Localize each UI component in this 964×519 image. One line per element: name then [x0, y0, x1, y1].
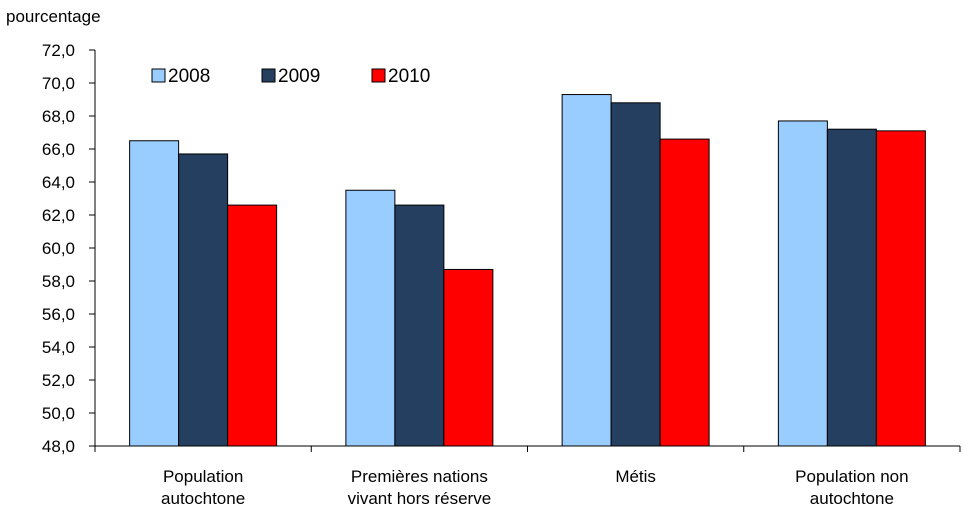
legend-label-2008: 2008	[168, 66, 210, 87]
legend-swatch-2009	[261, 68, 276, 83]
y-ticks: 48,0 50,0 52,0 54,0 56,0 58,0 60,0 62,0 64,0 66,0…	[42, 41, 95, 456]
bar-2010-0	[227, 204, 278, 447]
y-tick-label-10: 68,0	[42, 107, 75, 126]
bar-2008-0	[129, 140, 180, 447]
bar-2009-2	[610, 102, 661, 447]
bar-2009-0	[178, 153, 229, 447]
bar-2010-2	[659, 138, 710, 447]
bar-2008-2	[561, 94, 612, 447]
legend-swatch-2010	[371, 68, 386, 83]
bar-2009-3	[826, 128, 877, 447]
bar-2010-1	[443, 268, 494, 447]
y-axis-label: pourcentage	[6, 7, 101, 26]
bar-2009-1	[394, 204, 445, 447]
x-tick-label-3: Population non autochtone	[795, 467, 908, 508]
bar-2008-1	[345, 189, 396, 447]
y-tick-label-7: 62,0	[42, 206, 75, 225]
legend-label-2010: 2010	[388, 66, 430, 87]
y-tick-label-4: 56,0	[42, 305, 75, 324]
y-tick-label-1: 50,0	[42, 404, 75, 423]
x-tick-label-2: Métis	[615, 467, 656, 486]
y-tick-label-9: 66,0	[42, 140, 75, 159]
x-tick-label-1: Premières nations vivant hors réserve	[348, 467, 492, 508]
y-tick-label-3: 54,0	[42, 338, 75, 357]
y-tick-label-0: 48,0	[42, 437, 75, 456]
y-tick-label-5: 58,0	[42, 272, 75, 291]
legend-swatch-2008	[151, 68, 166, 83]
legend-label-2009: 2009	[278, 66, 320, 87]
bar-2010-3	[875, 130, 926, 447]
y-tick-label-12: 72,0	[42, 41, 75, 60]
y-tick-label-11: 70,0	[42, 74, 75, 93]
x-tick-label-0: Population autochtone	[161, 467, 245, 508]
bar-2008-3	[777, 120, 828, 447]
y-tick-label-6: 60,0	[42, 239, 75, 258]
y-tick-label-8: 64,0	[42, 173, 75, 192]
legend: 2008 2009 2010	[151, 66, 430, 87]
x-tick-labels: Population autochtone Premières nations viv…	[161, 467, 909, 508]
bars	[129, 94, 926, 447]
y-tick-label-2: 52,0	[42, 371, 75, 390]
